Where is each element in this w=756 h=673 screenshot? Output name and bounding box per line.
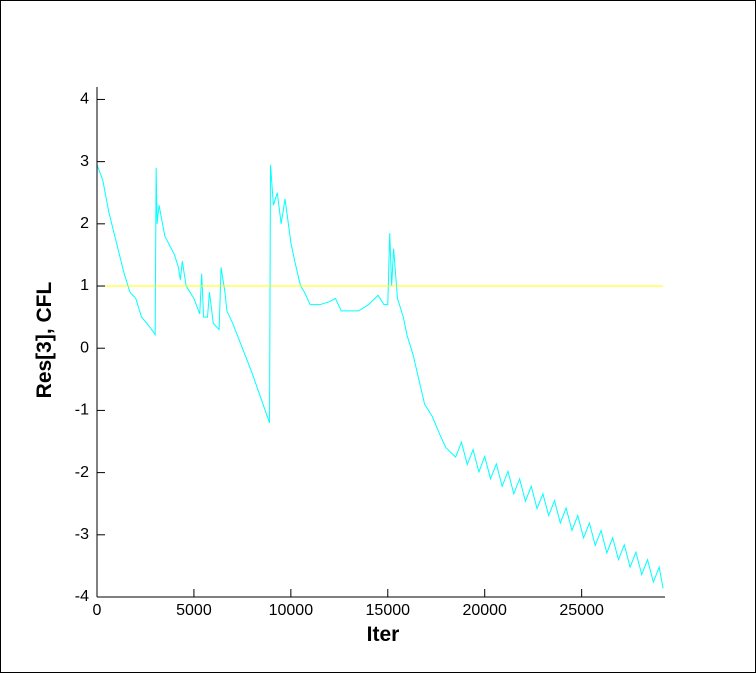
series-line <box>96 164 664 589</box>
x-tick-label: 15000 <box>366 602 411 619</box>
x-tick-label: 10000 <box>269 602 314 619</box>
y-tick-label: 4 <box>80 91 89 108</box>
x-tick-label: 20000 <box>462 602 507 619</box>
x-tick-label: 25000 <box>559 602 604 619</box>
x-tick-label: 5000 <box>176 602 212 619</box>
y-tick-label: 3 <box>80 153 89 170</box>
y-tick-label: -1 <box>75 402 89 419</box>
y-tick-label: 2 <box>80 215 89 232</box>
y-tick-label: -3 <box>75 526 89 543</box>
y-tick-label: 1 <box>80 277 89 294</box>
x-axis-title: Iter <box>367 623 400 646</box>
y-axis-title: Res[3], CFL <box>33 281 56 398</box>
y-tick-label: 0 <box>80 339 89 356</box>
y-tick-label: -2 <box>75 464 89 481</box>
x-tick-label: 0 <box>93 602 102 619</box>
y-tick-label: -4 <box>75 588 89 605</box>
